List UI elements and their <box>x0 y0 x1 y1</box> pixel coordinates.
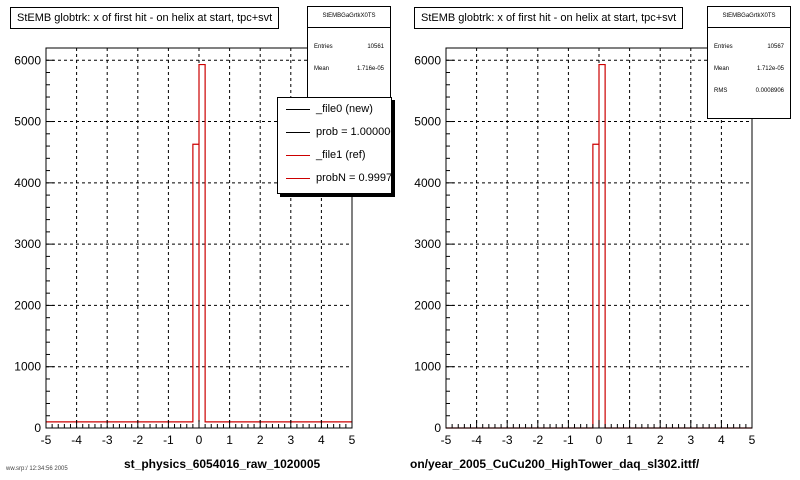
legend-label: prob = 1.000000 <box>316 126 392 138</box>
x-tick-label: -2 <box>132 433 143 447</box>
legend-label: _file0 (new) <box>316 103 373 115</box>
histogram-bin <box>199 65 205 428</box>
y-tick-label: 1000 <box>414 360 441 374</box>
chart-title-left: StEMB globtrk: x of first hit - on helix… <box>10 7 280 29</box>
stats-box-left: StEMBGaGrtkX0TS Entries 10561 Mean 1.716… <box>307 6 391 98</box>
legend-entry: _file1 (ref) <box>278 144 391 167</box>
histogram-bin <box>593 144 599 428</box>
x-tick-label: -4 <box>71 433 82 447</box>
y-tick-label: 3000 <box>414 237 441 251</box>
x-tick-label: -3 <box>502 433 513 447</box>
chart-title-text: StEMB globtrk: x of first hit - on helix… <box>17 12 273 24</box>
stats-value: 1.712e-05 <box>756 66 784 72</box>
stats-value: 10561 <box>367 44 384 50</box>
legend-entry: prob = 1.000000 <box>278 121 391 144</box>
legend-entry: probN = 0.99975 <box>278 167 391 190</box>
x-tick-label: -1 <box>563 433 574 447</box>
stats-value: 10567 <box>767 44 784 50</box>
x-tick-label: -5 <box>441 433 452 447</box>
stats-value: 1.716e-05 <box>356 66 384 72</box>
x-tick-label: -2 <box>532 433 543 447</box>
histogram-series-line <box>446 63 752 429</box>
legend-swatch <box>286 155 310 156</box>
legend-swatch <box>286 132 310 133</box>
y-tick-label: 4000 <box>414 176 441 190</box>
stats-label: Entries <box>314 44 333 50</box>
y-tick-label: 2000 <box>14 298 41 312</box>
stats-value: 0.0008906 <box>755 88 784 94</box>
legend-swatch <box>286 178 310 179</box>
stats-label: Entries <box>714 44 733 50</box>
histogram-bin <box>599 65 605 428</box>
x-tick-label: 3 <box>287 433 294 447</box>
histogram-bin <box>193 144 199 428</box>
stats-name: StEMBGaGrtkX0TS <box>708 7 790 28</box>
stats-row-rms: RMS 0.0008906 <box>708 88 790 94</box>
y-tick-label: 6000 <box>14 53 41 67</box>
legend-box: _file0 (new) prob = 1.000000 _file1 (ref… <box>277 97 392 194</box>
y-tick-label: 6000 <box>414 53 441 67</box>
legend-entry: _file0 (new) <box>278 98 391 121</box>
y-tick-label: 4000 <box>14 176 41 190</box>
x-tick-label: 4 <box>718 433 725 447</box>
y-tick-label: 5000 <box>414 115 441 129</box>
x-tick-label: -1 <box>163 433 174 447</box>
stats-box-right: StEMBGaGrtkX0TS Entries 10567 Mean 1.712… <box>707 6 791 119</box>
x-tick-label: 5 <box>749 433 756 447</box>
x-tick-label: 3 <box>687 433 694 447</box>
x-tick-label: 1 <box>626 433 633 447</box>
stats-row-mean: Mean 1.716e-05 <box>308 66 390 72</box>
y-tick-label: 5000 <box>14 115 41 129</box>
x-tick-label: -3 <box>102 433 113 447</box>
x-tick-label: 5 <box>349 433 356 447</box>
timestamp-stamp: ww.srp:/ 12:34:56 2005 <box>6 466 68 472</box>
x-tick-label: -5 <box>41 433 52 447</box>
y-tick-label: 3000 <box>14 237 41 251</box>
chart-title-text: StEMB globtrk: x of first hit - on helix… <box>421 12 677 24</box>
y-tick-label: 0 <box>34 421 41 435</box>
chart-title-right: StEMB globtrk: x of first hit - on helix… <box>414 7 684 29</box>
footer-filename-right: on/year_2005_CuCu200_HighTower_daq_sl302… <box>410 457 700 471</box>
x-tick-label: -4 <box>471 433 482 447</box>
stats-label: Mean <box>714 66 730 72</box>
x-tick-label: 1 <box>226 433 233 447</box>
stats-row-entries: Entries 10561 <box>308 44 390 50</box>
stats-name: StEMBGaGrtkX0TS <box>308 7 390 28</box>
x-tick-label: 0 <box>596 433 603 447</box>
x-tick-label: 4 <box>318 433 325 447</box>
x-tick-label: 2 <box>657 433 664 447</box>
y-tick-label: 1000 <box>14 360 41 374</box>
footer-filename-left: st_physics_6054016_raw_1020005 <box>124 457 321 471</box>
stats-row-entries: Entries 10567 <box>708 44 790 50</box>
stats-row-mean: Mean 1.712e-05 <box>708 66 790 72</box>
legend-label: _file1 (ref) <box>316 149 366 161</box>
x-tick-label: 0 <box>196 433 203 447</box>
legend-label: probN = 0.99975 <box>316 172 392 184</box>
legend-swatch <box>286 109 310 110</box>
stats-label: RMS <box>714 88 728 94</box>
y-tick-label: 2000 <box>414 298 441 312</box>
x-tick-label: 2 <box>257 433 264 447</box>
stats-label: Mean <box>314 66 330 72</box>
y-tick-label: 0 <box>434 421 441 435</box>
